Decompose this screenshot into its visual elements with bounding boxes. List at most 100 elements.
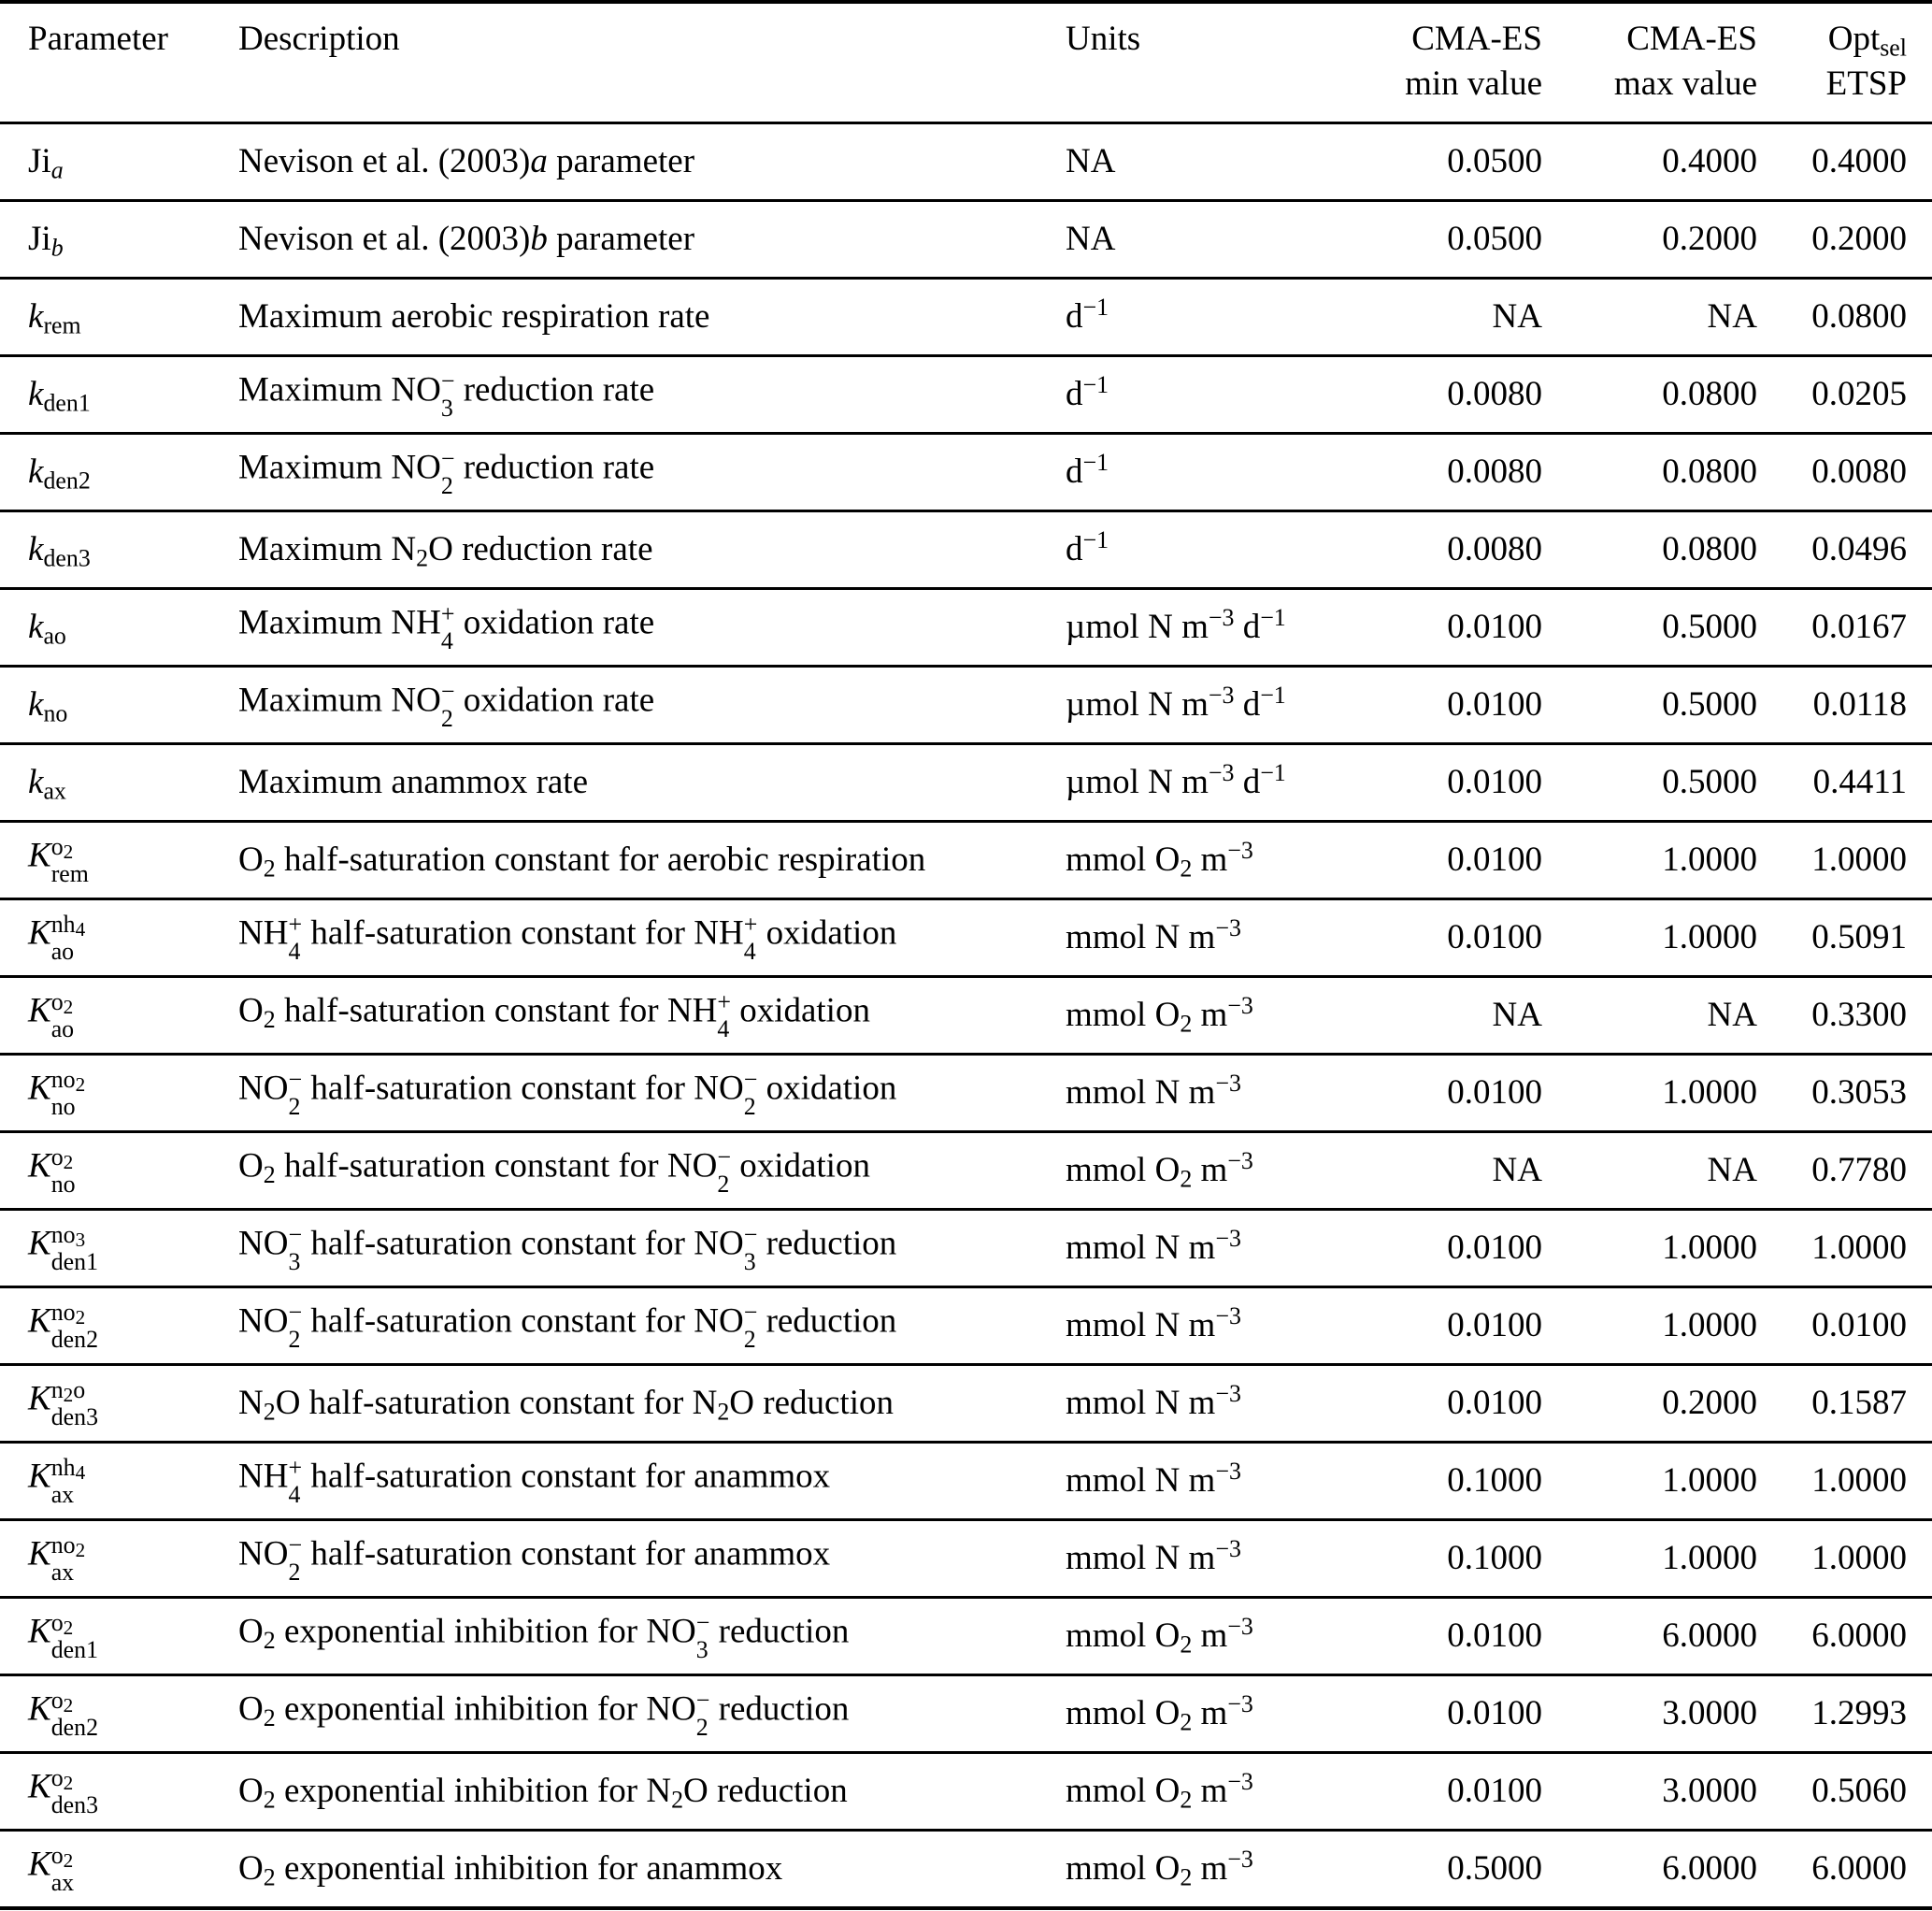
- cell-units: mmol O2 m−3: [1066, 992, 1253, 1038]
- column-header-param: Parameter: [0, 2, 238, 123]
- cell-opt: 0.0100: [1811, 1305, 1907, 1344]
- cell-desc: NO −2 half-saturation constant for NO −2 o…: [238, 1066, 897, 1121]
- cell-desc: O2 exponential inhibition for NO −3 reduc…: [238, 1609, 850, 1664]
- cell-max: 6.0000: [1662, 1616, 1757, 1655]
- cell-desc: NO −2 half-saturation constant for anammo…: [238, 1531, 831, 1587]
- cell-min: 0.0500: [1447, 219, 1542, 258]
- cell-min: 0.5000: [1447, 1848, 1542, 1888]
- cell-max: NA: [1707, 995, 1757, 1034]
- table-row: krem Maximum aerobic respiration rate d−1 N…: [0, 279, 1932, 356]
- cell-min: 0.0100: [1447, 1072, 1542, 1112]
- cell-param: kao: [28, 607, 66, 650]
- cell-max: 0.4000: [1662, 141, 1757, 180]
- cell-opt: 1.0000: [1811, 1538, 1907, 1577]
- cell-min: 0.0100: [1447, 1305, 1542, 1344]
- cell-param: kden2: [28, 452, 91, 495]
- column-header-line: Parameter: [28, 20, 168, 58]
- cell-max: 1.0000: [1662, 917, 1757, 956]
- cell-min: 0.0100: [1447, 762, 1542, 801]
- cell-opt: 0.4000: [1811, 141, 1907, 180]
- cell-units: NA: [1066, 219, 1116, 258]
- cell-opt: 0.2000: [1811, 219, 1907, 258]
- cell-units: mmol O2 m−3: [1066, 1690, 1253, 1736]
- header-row: Parameter Description Units CMA-ES min value…: [0, 2, 1932, 123]
- cell-opt: 1.0000: [1811, 1460, 1907, 1500]
- cell-opt: 0.4411: [1812, 762, 1907, 801]
- cell-desc: Maximum NH +4 oxidation rate: [238, 600, 655, 655]
- column-header-line: CMA-ES: [1411, 20, 1542, 58]
- cell-min: 0.0100: [1447, 1616, 1542, 1655]
- column-header-opt: Optsel ETSP: [1757, 2, 1932, 123]
- column-header-line: Units: [1066, 20, 1141, 58]
- cell-units: NA: [1066, 141, 1116, 180]
- column-header-desc: Description: [238, 2, 1038, 123]
- table-row: kden3 Maximum N2O reduction rate d−1 0.0080…: [0, 511, 1932, 589]
- cell-desc: NO −3 half-saturation constant for NO −3 r…: [238, 1221, 897, 1276]
- cell-opt: 0.3053: [1811, 1072, 1907, 1112]
- cell-opt: 0.0167: [1811, 607, 1907, 646]
- cell-max: NA: [1707, 296, 1757, 336]
- cell-opt: 0.7780: [1811, 1150, 1907, 1189]
- cell-desc: Maximum aerobic respiration rate: [238, 296, 710, 336]
- column-header-line: ETSP: [1825, 65, 1907, 104]
- cell-max: 6.0000: [1662, 1848, 1757, 1888]
- cell-opt: 0.0118: [1812, 684, 1907, 724]
- cell-max: 0.2000: [1662, 219, 1757, 258]
- cell-min: 0.0080: [1447, 529, 1542, 568]
- cell-units: mmol N m−3: [1066, 1535, 1241, 1577]
- cell-units: mmol O2 m−3: [1066, 837, 1253, 883]
- table-row: kden2 Maximum NO −2 reduction rate d−1 0.008…: [0, 434, 1932, 511]
- cell-param: Jia: [28, 141, 64, 184]
- cell-opt: 1.0000: [1811, 840, 1907, 879]
- cell-units: d−1: [1066, 371, 1109, 413]
- column-header-line: max value: [1613, 65, 1757, 104]
- cell-opt: 1.2993: [1811, 1693, 1907, 1732]
- cell-desc: O2 half-saturation constant for NO −2 oxi…: [238, 1143, 870, 1199]
- cell-param: kden3: [28, 529, 91, 572]
- cell-max: 3.0000: [1662, 1771, 1757, 1810]
- cell-min: NA: [1492, 1150, 1542, 1189]
- cell-min: 0.0100: [1447, 1228, 1542, 1267]
- table-row: kao Maximum NH +4 oxidation rate µmol N m−3…: [0, 589, 1932, 667]
- cell-units: mmol O2 m−3: [1066, 1846, 1253, 1891]
- cell-min: 0.0100: [1447, 607, 1542, 646]
- cell-max: 1.0000: [1662, 1072, 1757, 1112]
- cell-units: µmol N m−3 d−1: [1066, 682, 1286, 724]
- cell-units: d−1: [1066, 526, 1109, 568]
- cell-max: 0.2000: [1662, 1383, 1757, 1422]
- cell-opt: 0.0205: [1811, 374, 1907, 413]
- cell-desc: NH +4 half-saturation constant for anammo…: [238, 1454, 831, 1509]
- cell-units: mmol O2 m−3: [1066, 1147, 1253, 1193]
- cell-desc: Nevison et al. (2003)b parameter: [238, 219, 695, 258]
- cell-units: mmol N m−3: [1066, 1380, 1241, 1422]
- cell-min: 0.0100: [1447, 917, 1542, 956]
- cell-max: 1.0000: [1662, 840, 1757, 879]
- cell-units: d−1: [1066, 449, 1109, 491]
- cell-desc: Maximum NO −2 reduction rate: [238, 445, 655, 500]
- cell-opt: 0.0800: [1811, 296, 1907, 336]
- cell-min: 0.0100: [1447, 684, 1542, 724]
- cell-units: mmol N m−3: [1066, 1458, 1241, 1500]
- cell-desc: O2 half-saturation constant for aerobic …: [238, 840, 926, 883]
- cell-opt: 0.3300: [1811, 995, 1907, 1034]
- cell-opt: 0.0080: [1811, 452, 1907, 491]
- cell-min: 0.0080: [1447, 452, 1542, 491]
- cell-max: 1.0000: [1662, 1228, 1757, 1267]
- column-header-line: CMA-ES: [1626, 20, 1757, 58]
- cell-desc: O2 exponential inhibition for NO −2 reduc…: [238, 1687, 850, 1742]
- cell-max: 1.0000: [1662, 1305, 1757, 1344]
